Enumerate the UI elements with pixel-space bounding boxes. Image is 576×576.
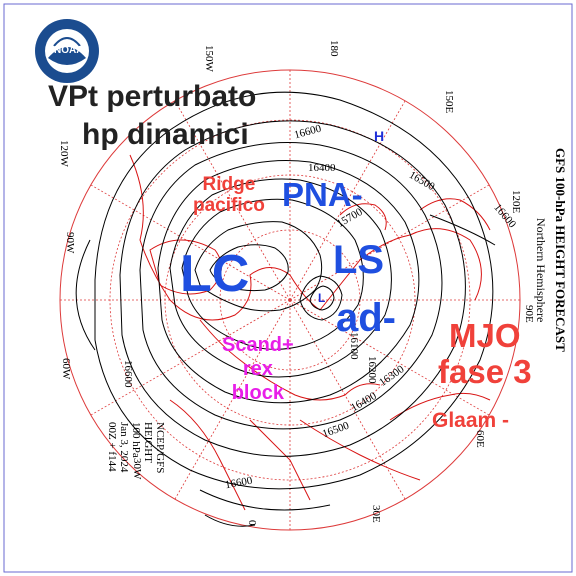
headline-line-2: hp dinamici	[82, 118, 249, 151]
ridge-annotation: Ridge pacifico	[193, 174, 265, 216]
lc-annotation: LC	[180, 245, 250, 303]
info-date: Jan 3, 2024	[118, 422, 130, 473]
info-model: NCEP/GFS	[154, 422, 166, 474]
ls-annotation: LS	[333, 238, 385, 282]
contour-label: 16400	[308, 162, 336, 174]
chart-subtitle: Northern Hemisphere	[534, 218, 548, 323]
noaa-logo-icon	[35, 19, 99, 83]
high-pressure-marker: H	[374, 128, 385, 144]
mjo-annotation: MJO fase 3	[438, 317, 532, 391]
lon-label-30e: 30E	[370, 505, 382, 523]
noaa-logo-text: NOAA	[54, 45, 84, 56]
lon-label-120e: 120E	[510, 190, 522, 214]
lon-label-60w: 60W	[60, 358, 72, 380]
lon-label-90w: 90W	[64, 232, 76, 254]
noaa-logo: NOAA	[34, 18, 100, 84]
lon-label-0: 0	[246, 520, 258, 526]
contour-label: 16200	[366, 356, 378, 384]
lon-label-60e: 60E	[474, 430, 486, 448]
lon-label-30w: 30W	[131, 458, 143, 480]
low-pressure-marker: L	[318, 291, 326, 305]
lon-label-150w: 150W	[203, 45, 215, 72]
info-forecast-hour: 00Z + f144	[106, 422, 118, 472]
image-border	[3, 3, 573, 573]
glaam-annotation: Glaam -	[432, 409, 510, 432]
headline-line-1: VPt perturbato	[48, 80, 257, 113]
height-contours	[75, 91, 496, 527]
chart-title: GFS 100-hPa HEIGHT FORECAST	[553, 148, 568, 352]
lon-label-120w: 120W	[58, 140, 70, 167]
contour-label: 16600	[122, 360, 134, 388]
ad-annotation: ad-	[336, 296, 396, 340]
lon-label-150e: 150E	[443, 90, 455, 114]
lon-label-180: 180	[328, 40, 340, 57]
pna-annotation: PNA-	[282, 176, 363, 213]
scand-annotation: Scand+ rex block	[222, 334, 294, 404]
